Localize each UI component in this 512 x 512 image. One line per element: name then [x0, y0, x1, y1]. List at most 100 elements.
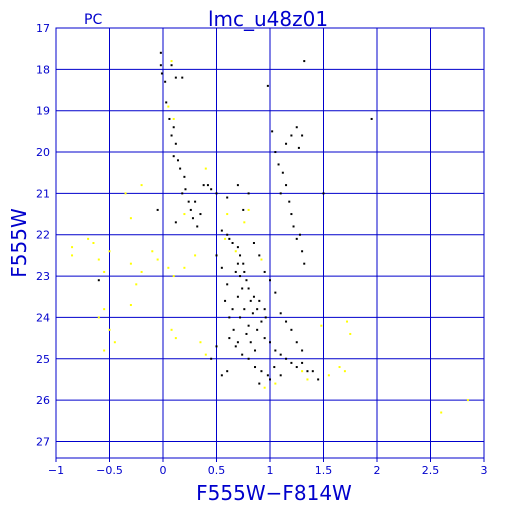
yellow-star-point [327, 374, 330, 377]
black-star-point [174, 76, 177, 79]
black-star-point [236, 184, 239, 187]
yellow-star-point [199, 341, 202, 344]
black-star-point [290, 328, 293, 331]
black-star-point [297, 146, 300, 149]
yellow-star-point [247, 208, 250, 211]
yellow-star-point [140, 270, 143, 273]
black-star-point [311, 370, 314, 373]
black-star-point [228, 337, 231, 340]
black-star-point [241, 287, 244, 290]
y-tick-label: 19 [36, 105, 50, 118]
yellow-star-point [301, 370, 304, 373]
black-star-point [245, 279, 248, 282]
yellow-star-point [338, 366, 341, 369]
black-star-point [263, 337, 266, 340]
black-star-point [179, 167, 182, 170]
yellow-star-point [103, 349, 106, 352]
black-star-point [256, 328, 259, 331]
black-star-point [254, 349, 257, 352]
black-star-point [236, 341, 239, 344]
black-star-point [269, 279, 271, 282]
black-star-point [303, 262, 306, 265]
black-star-point [266, 374, 269, 377]
black-star-point [247, 324, 250, 327]
black-star-point [274, 291, 277, 294]
black-star-point [228, 237, 231, 240]
black-star-point [224, 299, 227, 302]
black-star-point [226, 233, 229, 236]
yellow-star-point [172, 117, 175, 120]
yellow-star-point [343, 370, 346, 373]
black-star-point [285, 320, 288, 323]
black-star-point [279, 312, 282, 315]
x-tick-label: 0 [160, 464, 167, 477]
black-star-point [194, 200, 197, 203]
yellow-star-point [174, 337, 177, 340]
black-star-point [273, 366, 276, 369]
yellow-star-point [234, 250, 237, 253]
black-star-point [245, 332, 248, 335]
black-star-point [232, 328, 235, 331]
black-star-point [303, 60, 306, 63]
black-star-point [220, 266, 223, 269]
black-star-point [215, 192, 218, 195]
black-star-point [269, 341, 271, 344]
x-tick-label: 2 [374, 464, 381, 477]
black-star-point [215, 345, 218, 348]
x-tick-label: 1 [267, 464, 274, 477]
black-star-point [317, 378, 320, 381]
grid [55, 27, 485, 458]
chart-title: lmc_u48z01 [208, 7, 328, 31]
yellow-star-point [108, 250, 111, 253]
black-star-point [295, 237, 298, 240]
black-star-point [202, 184, 205, 187]
yellow-star-point [306, 378, 309, 381]
corner-label: PC [84, 12, 102, 28]
black-star-point [196, 225, 199, 228]
black-star-point [226, 370, 229, 373]
black-star-point [226, 283, 229, 286]
black-star-point [199, 213, 202, 216]
x-tick-label: 0.5 [208, 464, 226, 477]
y-tick-label: 18 [36, 63, 50, 76]
black-star-point [264, 316, 267, 319]
black-star-point [301, 134, 304, 137]
yellow-star-point [167, 105, 170, 108]
black-star-point [156, 208, 159, 211]
black-star-point [220, 229, 223, 232]
black-star-point [242, 208, 245, 211]
yellow-star-point [224, 237, 227, 240]
yellow-star-point [71, 254, 74, 257]
yellow-star-point [172, 275, 175, 278]
black-star-point [215, 254, 218, 257]
black-star-point [189, 208, 192, 211]
yellow-star-point [124, 192, 127, 195]
yellow-star-point [204, 353, 207, 356]
black-star-point [236, 262, 239, 265]
y-tick-label: 23 [36, 270, 50, 283]
yellow-star-point [103, 308, 106, 311]
black-star-point [274, 151, 277, 154]
black-star-point [231, 308, 234, 311]
black-star-point [258, 254, 261, 257]
yellow-star-point [140, 184, 143, 187]
y-tick-label: 25 [36, 353, 50, 366]
black-star-point [281, 171, 284, 174]
black-star-point [301, 361, 304, 364]
black-star-point [271, 130, 274, 133]
black-star-point [266, 84, 269, 87]
yellow-star-point [349, 332, 352, 335]
black-star-point [285, 357, 288, 360]
black-star-point [228, 316, 231, 319]
yellow-star-point [243, 221, 246, 224]
black-star-point [243, 308, 246, 311]
black-star-point [239, 275, 242, 278]
black-star-point [187, 200, 190, 203]
yellow-star-point [97, 258, 100, 261]
black-star-point [295, 341, 298, 344]
y-tick-label: 20 [36, 146, 50, 159]
x-tick-label: −1 [48, 464, 64, 477]
x-axis-ticks: −1 −0.5 0 0.5 1 1.5 2 2.5 3 [48, 458, 488, 477]
yellow-star-point [194, 254, 197, 257]
